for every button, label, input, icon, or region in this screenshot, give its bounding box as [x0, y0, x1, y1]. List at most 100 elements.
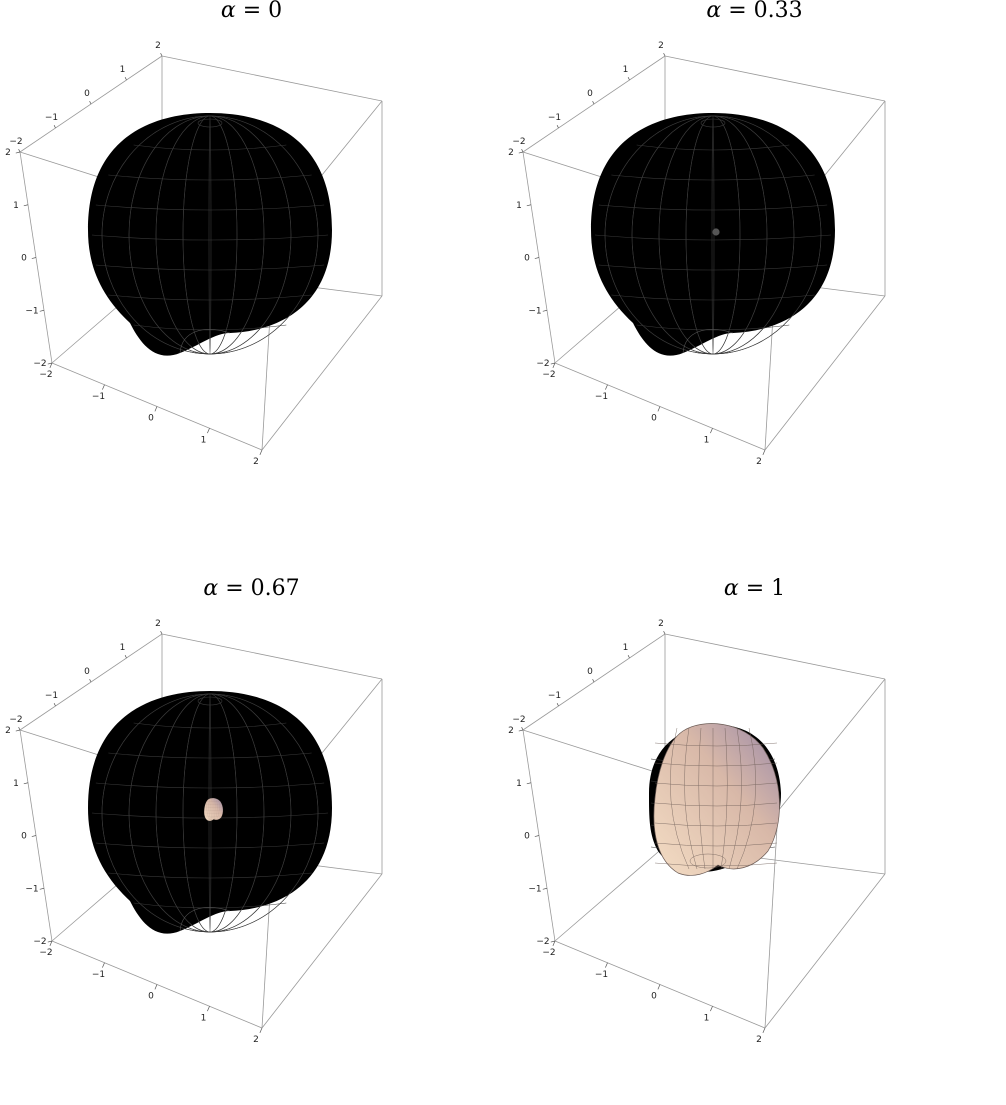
top-axis-tick-label: −1: [45, 113, 58, 123]
outer-surface: [591, 113, 835, 356]
tick-mark: [535, 836, 539, 837]
bottom-axis-tick-label: 2: [756, 1035, 762, 1045]
left-axis-tick-label: 1: [13, 201, 19, 211]
bottom-axis-tick-label: −1: [92, 392, 105, 402]
bottom-axis-tick-label: 0: [148, 414, 154, 424]
tick-mark: [24, 783, 28, 784]
tick-mark: [102, 385, 104, 390]
left-axis-tick-label: 0: [524, 254, 530, 264]
top-axis-tick-label: 2: [155, 41, 161, 51]
tick-mark: [543, 310, 547, 311]
tick-mark: [260, 1028, 262, 1033]
box-edge: [162, 56, 382, 101]
top-axis-tick-label: 1: [623, 65, 629, 75]
inner-surface: [204, 798, 223, 821]
tick-mark: [161, 53, 162, 56]
top-axis-tick-label: 2: [658, 619, 664, 629]
bottom-axis-tick-label: −1: [92, 970, 105, 980]
left-axis-tick-label: −1: [25, 884, 38, 894]
tick-mark: [54, 703, 55, 706]
left-axis-tick-label: 0: [21, 254, 27, 264]
bottom-axis-tick-label: 2: [253, 1035, 259, 1045]
tick-mark: [527, 783, 531, 784]
tick-mark: [260, 450, 262, 455]
tick-mark: [664, 53, 665, 56]
tick-mark: [90, 679, 91, 682]
top-axis-tick-label: −2: [512, 715, 525, 725]
top-axis-tick-label: 0: [84, 89, 90, 99]
box-edge: [765, 874, 885, 1028]
bottom-axis-tick-label: 0: [651, 992, 657, 1002]
left-axis-tick-label: 2: [5, 726, 11, 736]
tick-mark: [628, 655, 629, 658]
outer-surface-body: [88, 113, 332, 356]
top-axis-tick-label: 1: [120, 65, 126, 75]
bottom-axis-tick-label: 1: [201, 1013, 207, 1023]
tick-mark: [19, 149, 20, 152]
tick-mark: [54, 125, 55, 128]
left-axis-tick-label: −2: [33, 359, 46, 369]
box-edge: [778, 679, 885, 811]
tick-mark: [535, 258, 539, 259]
tick-mark: [125, 655, 126, 658]
outer-surface-body: [591, 113, 835, 356]
left-axis-tick-label: 1: [516, 201, 522, 211]
tick-mark: [19, 727, 20, 730]
tick-mark: [519, 152, 523, 153]
bottom-axis-tick-label: −2: [39, 948, 52, 958]
inner-surface: [649, 724, 781, 876]
tick-mark: [710, 1006, 712, 1011]
left-axis-tick-label: 0: [21, 832, 27, 842]
top-axis-tick-label: 0: [587, 89, 593, 99]
top-axis-tick-label: −2: [9, 137, 22, 147]
tick-mark: [664, 631, 665, 634]
left-axis-tick-label: 0: [524, 832, 530, 842]
top-axis-tick-label: −1: [548, 691, 561, 701]
left-axis-tick-label: 2: [508, 726, 514, 736]
left-axis-tick-label: 1: [13, 779, 19, 789]
tick-mark: [710, 428, 712, 433]
bottom-axis-tick-label: 1: [201, 435, 207, 445]
tick-mark: [527, 205, 531, 206]
top-axis-tick-label: −2: [512, 137, 525, 147]
top-axis-tick-label: 0: [587, 667, 593, 677]
inner-surface-body: [654, 724, 780, 876]
tick-mark: [207, 1006, 209, 1011]
top-axis-tick-label: 1: [120, 643, 126, 653]
bottom-axis-tick-label: 1: [704, 435, 710, 445]
tick-mark: [90, 101, 91, 104]
tick-mark: [593, 679, 594, 682]
bottom-axis-tick-label: −1: [595, 392, 608, 402]
inner-surface-body: [204, 798, 223, 821]
tick-mark: [155, 985, 157, 990]
inner-surface: [712, 228, 719, 235]
tick-mark: [155, 407, 157, 412]
tick-mark: [207, 428, 209, 433]
bottom-axis-tick-label: 1: [704, 1013, 710, 1023]
box-edge: [555, 846, 665, 941]
tick-mark: [102, 963, 104, 968]
left-axis-tick-label: −2: [33, 937, 46, 947]
left-axis-tick-label: −1: [25, 306, 38, 316]
top-axis-tick-label: −1: [548, 113, 561, 123]
tick-mark: [605, 385, 607, 390]
tick-mark: [557, 703, 558, 706]
bottom-axis-tick-label: −2: [542, 948, 555, 958]
left-axis-tick-label: 1: [516, 779, 522, 789]
left-axis-tick-label: −1: [528, 306, 541, 316]
tick-mark: [658, 407, 660, 412]
bottom-axis-tick-label: 2: [756, 457, 762, 467]
tick-mark: [522, 727, 523, 730]
left-axis-tick-label: −2: [536, 359, 549, 369]
tick-mark: [40, 888, 44, 889]
top-axis-tick-label: 1: [623, 643, 629, 653]
box-edge: [162, 634, 382, 679]
